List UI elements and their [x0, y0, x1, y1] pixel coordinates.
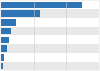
Bar	[1, 11, 40, 17]
Bar	[1, 18, 99, 27]
Bar	[1, 19, 16, 26]
Bar	[1, 36, 99, 44]
Bar	[1, 63, 3, 69]
Bar	[1, 54, 4, 60]
Bar	[1, 27, 99, 36]
Bar	[1, 62, 99, 70]
Bar	[1, 37, 9, 43]
Bar	[1, 9, 99, 18]
Bar	[1, 45, 7, 52]
Bar	[1, 28, 12, 34]
Bar	[1, 53, 99, 62]
Bar	[1, 2, 82, 8]
Bar	[1, 1, 99, 9]
Bar	[1, 44, 99, 53]
